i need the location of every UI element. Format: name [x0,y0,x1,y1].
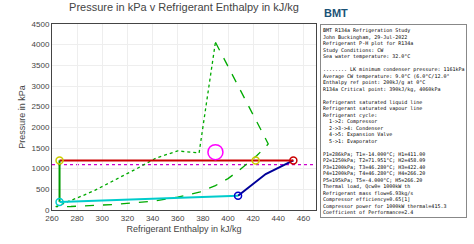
svg-text:4500: 4500 [32,20,50,29]
svg-text:380: 380 [196,214,210,223]
svg-text:BMT R134a Refrigeration StudyJ: BMT R134a Refrigeration StudyJohn Buckin… [323,27,464,215]
svg-text:460: 460 [297,214,311,223]
svg-text:Refrigerant Enthalpy in kJ/kg: Refrigerant Enthalpy in kJ/kg [126,224,241,234]
svg-text:BMT: BMT [324,7,348,19]
svg-text:4000: 4000 [32,40,50,49]
svg-text:440: 440 [272,214,286,223]
svg-text:3500: 3500 [32,61,50,70]
svg-text:280: 280 [70,214,84,223]
svg-text:340: 340 [146,214,160,223]
svg-text:360: 360 [171,214,185,223]
svg-text:500: 500 [36,185,50,194]
svg-text:1000: 1000 [32,164,50,173]
svg-text:300: 300 [96,214,110,223]
svg-text:1500: 1500 [32,144,50,153]
svg-text:3000: 3000 [32,82,50,91]
svg-text:320: 320 [121,214,135,223]
svg-text:2000: 2000 [32,123,50,132]
svg-text:Pressure in kPa: Pressure in kPa [17,85,27,149]
svg-text:400: 400 [221,214,235,223]
svg-text:260: 260 [45,214,59,223]
svg-text:2500: 2500 [32,102,50,111]
svg-text:Pressure in kPa v Refrigerant: Pressure in kPa v Refrigerant Enthalpy i… [69,1,299,13]
svg-text:0: 0 [45,206,50,215]
svg-text:420: 420 [246,214,260,223]
